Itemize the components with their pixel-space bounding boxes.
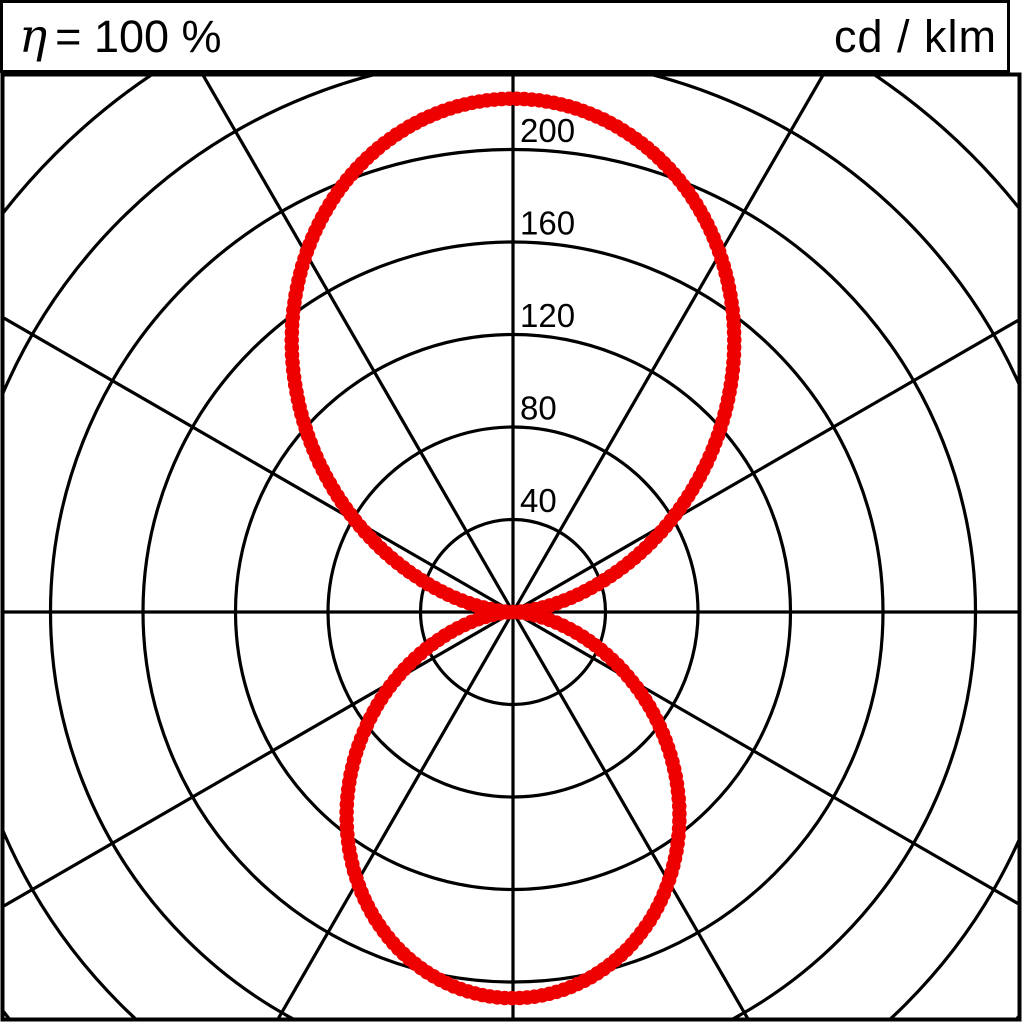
eta-symbol: η xyxy=(19,9,48,64)
grid-ray xyxy=(4,610,514,908)
efficiency-label: η = 100 % xyxy=(19,3,222,70)
radial-tick-label: 160 xyxy=(520,205,575,242)
intensity-curve xyxy=(284,91,742,1006)
radial-tick-label: 200 xyxy=(520,112,575,149)
grid-ray xyxy=(512,610,1018,906)
radial-tick-labels: 40 80 120 160 200 xyxy=(520,112,575,519)
grid-ray xyxy=(201,75,515,613)
grid-ray xyxy=(511,75,825,613)
radial-tick-label: 80 xyxy=(520,390,557,427)
units-label: cd / klm xyxy=(833,11,997,62)
grid-ray xyxy=(511,611,750,1018)
grid-ray xyxy=(512,318,1018,614)
grid-ray xyxy=(276,611,515,1018)
efficiency-value: = 100 % xyxy=(55,11,222,62)
header-bar: η = 100 % cd / klm xyxy=(0,0,1010,73)
radial-tick-label: 40 xyxy=(520,482,557,519)
intensity-curve-dots xyxy=(284,91,742,1006)
chart-border xyxy=(0,72,1022,1022)
grid-ray xyxy=(4,316,514,614)
radial-tick-label: 120 xyxy=(520,297,575,334)
